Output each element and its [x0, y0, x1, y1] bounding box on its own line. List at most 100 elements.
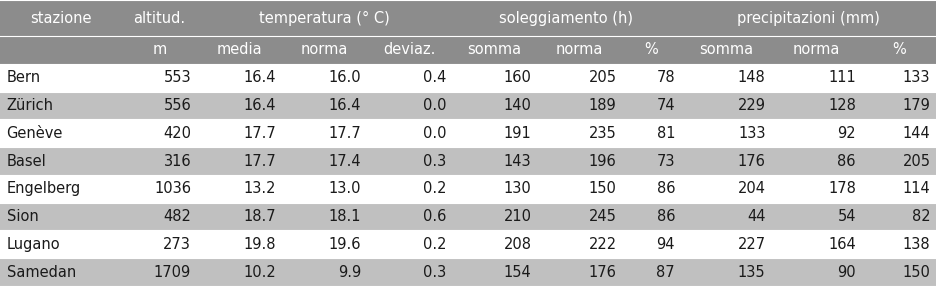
Text: Sion: Sion [7, 209, 38, 224]
Text: 19.6: 19.6 [329, 237, 361, 252]
Bar [622, 92, 680, 119]
Text: 420: 420 [163, 126, 191, 141]
Bar [367, 119, 452, 147]
Bar [622, 231, 680, 258]
Text: 81: 81 [657, 126, 675, 141]
Text: 140: 140 [504, 98, 532, 113]
Text: 196: 196 [589, 154, 617, 168]
Text: 13.2: 13.2 [243, 181, 276, 196]
Bar [367, 258, 452, 286]
Text: 94: 94 [657, 237, 675, 252]
Bar [452, 203, 537, 231]
Text: 150: 150 [589, 181, 617, 196]
Text: norma: norma [793, 43, 840, 57]
Bar [680, 119, 771, 147]
Text: 222: 222 [589, 237, 617, 252]
Text: 210: 210 [504, 209, 532, 224]
Text: 128: 128 [828, 98, 856, 113]
Bar [622, 64, 680, 92]
Bar [771, 258, 861, 286]
Text: 154: 154 [504, 265, 532, 280]
Bar [282, 231, 367, 258]
Text: m: m [153, 43, 167, 57]
Text: 176: 176 [738, 154, 766, 168]
Bar [680, 36, 771, 64]
Bar [861, 36, 936, 64]
Bar [622, 147, 680, 175]
Text: 0.2: 0.2 [423, 237, 446, 252]
Text: 17.7: 17.7 [329, 126, 361, 141]
Bar [771, 36, 861, 64]
Text: 148: 148 [738, 70, 766, 85]
Bar [0, 0, 123, 36]
Bar [771, 231, 861, 258]
Text: 0.3: 0.3 [423, 265, 446, 280]
Text: 482: 482 [163, 209, 191, 224]
Bar [861, 175, 936, 203]
Bar [452, 258, 537, 286]
Bar [861, 258, 936, 286]
Text: 133: 133 [738, 126, 766, 141]
Bar [452, 147, 537, 175]
Bar [771, 147, 861, 175]
Bar [622, 258, 680, 286]
Bar [452, 0, 680, 36]
Bar [537, 36, 622, 64]
Text: 179: 179 [902, 98, 930, 113]
Text: %: % [645, 43, 658, 57]
Bar [282, 147, 367, 175]
Text: 1709: 1709 [154, 265, 191, 280]
Text: 17.7: 17.7 [243, 126, 276, 141]
Text: 90: 90 [838, 265, 856, 280]
Text: stazione: stazione [30, 11, 92, 25]
Bar [452, 92, 537, 119]
Bar [123, 231, 197, 258]
Bar [0, 64, 123, 92]
Bar [680, 0, 936, 36]
Text: 138: 138 [902, 237, 930, 252]
Text: somma: somma [699, 43, 753, 57]
Text: 78: 78 [656, 70, 675, 85]
Text: 0.6: 0.6 [423, 209, 446, 224]
Bar [0, 119, 123, 147]
Text: 144: 144 [902, 126, 930, 141]
Text: 18.1: 18.1 [329, 209, 361, 224]
Text: precipitazioni (mm): precipitazioni (mm) [737, 11, 880, 25]
Bar [622, 203, 680, 231]
Bar [123, 0, 197, 36]
Bar [861, 147, 936, 175]
Bar [680, 147, 771, 175]
Bar [680, 92, 771, 119]
Text: 9.9: 9.9 [338, 265, 361, 280]
Bar [680, 175, 771, 203]
Bar [197, 147, 282, 175]
Bar [771, 119, 861, 147]
Text: 86: 86 [657, 209, 675, 224]
Bar [367, 147, 452, 175]
Text: 245: 245 [589, 209, 617, 224]
Text: 44: 44 [747, 209, 766, 224]
Text: Zürich: Zürich [7, 98, 53, 113]
Bar [0, 36, 123, 64]
Text: 16.4: 16.4 [243, 70, 276, 85]
Bar [537, 119, 622, 147]
Bar [123, 64, 197, 92]
Bar [197, 64, 282, 92]
Text: Samedan: Samedan [7, 265, 76, 280]
Text: 54: 54 [838, 209, 856, 224]
Text: somma: somma [467, 43, 521, 57]
Bar [197, 203, 282, 231]
Bar [367, 92, 452, 119]
Text: 86: 86 [657, 181, 675, 196]
Bar [123, 36, 197, 64]
Bar [282, 119, 367, 147]
Bar [680, 258, 771, 286]
Text: Basel: Basel [7, 154, 46, 168]
Text: 273: 273 [163, 237, 191, 252]
Bar [282, 203, 367, 231]
Bar [0, 175, 123, 203]
Bar [537, 203, 622, 231]
Text: temperatura (° C): temperatura (° C) [259, 11, 389, 25]
Bar [771, 92, 861, 119]
Text: 19.8: 19.8 [243, 237, 276, 252]
